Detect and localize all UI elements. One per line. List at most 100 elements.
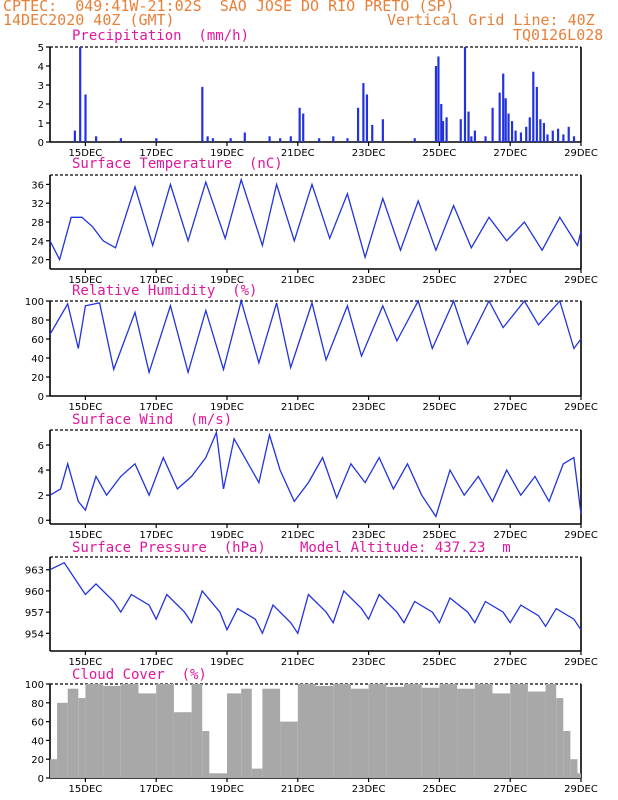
precip-bar <box>528 117 531 142</box>
cloud-bar <box>57 702 68 778</box>
cloud-bar <box>297 684 316 778</box>
press-ytick-label: 954 <box>25 629 44 640</box>
humid-ytick-label: 100 <box>25 297 44 308</box>
humid-ytick-label: 20 <box>31 373 44 384</box>
cloud-bar <box>421 687 440 778</box>
humid-ytick-label: 80 <box>31 316 44 327</box>
press-series-line <box>49 561 582 635</box>
cloud-ytick-label: 100 <box>25 680 44 691</box>
precip-xtick-label: 17DEC <box>139 148 173 159</box>
cloud-bar <box>368 684 387 778</box>
precip-bar <box>473 130 476 142</box>
precip-bar <box>507 113 510 142</box>
precip-bar <box>572 136 576 142</box>
temp-series-line <box>49 177 582 262</box>
cloud-bar <box>85 684 104 778</box>
cloud-bar <box>315 685 334 778</box>
temp-xtick-label: 25DEC <box>423 275 457 286</box>
temp-xtick-label: 23DEC <box>352 275 386 286</box>
precip-bar <box>79 47 82 142</box>
cloud-bar <box>120 684 139 778</box>
cloud-bar <box>78 698 86 778</box>
cloud-xtick-label: 19DEC <box>210 784 244 795</box>
humid-ytick-label: 40 <box>31 354 44 365</box>
humid-xtick-label: 17DEC <box>139 402 173 413</box>
press-ytick-label: 960 <box>25 587 44 598</box>
precip-bar <box>119 138 122 142</box>
press-ytick-label: 963 <box>25 566 44 577</box>
precip-bar <box>381 119 384 142</box>
precip-xtick-label: 25DEC <box>423 148 457 159</box>
press-xtick-label: 15DEC <box>69 657 103 668</box>
precip-xtick-label: 21DEC <box>281 148 315 159</box>
cloud-bar <box>577 773 581 778</box>
cloud-ytick-label: 80 <box>31 699 44 710</box>
precip-bar <box>546 134 549 142</box>
cloud-bar <box>227 693 242 778</box>
precip-bar <box>73 130 76 142</box>
wind-xtick-label: 17DEC <box>139 530 173 541</box>
precip-xtick-label: 15DEC <box>69 148 103 159</box>
temp-xtick-label: 17DEC <box>139 275 173 286</box>
humid-xtick-label: 15DEC <box>69 402 103 413</box>
precip-bar <box>484 136 487 142</box>
humid-series-line <box>49 298 582 375</box>
precip-bar <box>470 136 473 142</box>
cloud-bar <box>333 684 351 778</box>
precip-bar <box>243 132 246 142</box>
precip-bar <box>556 128 560 142</box>
precip-bar <box>413 138 416 142</box>
header-station: CPTEC: 049:41W-21:02S SAO JOSE DO RIO PR… <box>3 0 455 15</box>
precip-bar <box>445 117 448 142</box>
cloud-xtick-label: 25DEC <box>423 784 457 795</box>
precip-bar <box>356 107 360 142</box>
temp-ytick-label: 28 <box>31 218 44 229</box>
header-date: 14DEC2020 40Z (GMT) <box>3 11 175 29</box>
precip-bar <box>519 132 523 142</box>
header-model-id: TQ0126L028 <box>513 26 604 44</box>
cloud-title: Cloud Cover (%) <box>72 667 207 683</box>
temp-ytick-label: 36 <box>31 180 44 191</box>
cloud-bar <box>251 768 263 778</box>
precip-xtick-label: 27DEC <box>493 148 527 159</box>
cloud-bar <box>262 688 281 778</box>
cloud-xtick-label: 15DEC <box>69 784 103 795</box>
precip-bar <box>459 119 462 142</box>
cloud-ytick-label: 40 <box>31 736 44 747</box>
humid-ytick-label: 60 <box>31 335 44 346</box>
press-xtick-label: 17DEC <box>139 657 173 668</box>
precip-bar <box>211 138 215 142</box>
cloud-bar <box>138 693 157 778</box>
wind-title: Surface Wind (m/s) <box>72 412 233 428</box>
cloud-ytick-label: 0 <box>38 774 44 785</box>
humid-xtick-label: 19DEC <box>210 402 244 413</box>
precip-bar <box>206 136 209 142</box>
precip-bar <box>437 56 440 142</box>
precip-bar <box>504 98 507 142</box>
precip-bar <box>498 92 501 142</box>
cloud-bar <box>492 693 511 778</box>
precip-bar <box>502 73 505 142</box>
wind-xtick-label: 25DEC <box>423 530 457 541</box>
cloud-xtick-label: 21DEC <box>281 784 315 795</box>
press-xtick-label: 21DEC <box>281 657 315 668</box>
precip-bar <box>84 94 87 142</box>
press-ytick-label: 957 <box>25 608 44 619</box>
precip-bar <box>535 86 538 142</box>
precip-ytick-label: 2 <box>38 100 44 111</box>
cloud-bar <box>563 731 571 778</box>
precip-bar <box>441 121 445 142</box>
temp-ytick-label: 24 <box>31 237 44 248</box>
cloud-bar <box>156 684 174 778</box>
precip-xtick-label: 19DEC <box>210 148 244 159</box>
cloud-xtick-label: 23DEC <box>352 784 386 795</box>
wind-xtick-label: 23DEC <box>352 530 386 541</box>
precip-bar <box>229 138 232 142</box>
cloud-bar <box>404 684 422 778</box>
press-xtick-label: 29DEC <box>564 657 598 668</box>
precip-bar <box>539 119 542 142</box>
cloud-xtick-label: 17DEC <box>139 784 173 795</box>
cloud-bar <box>191 684 203 778</box>
cloud-bar <box>173 712 192 778</box>
precip-bar <box>532 71 535 142</box>
